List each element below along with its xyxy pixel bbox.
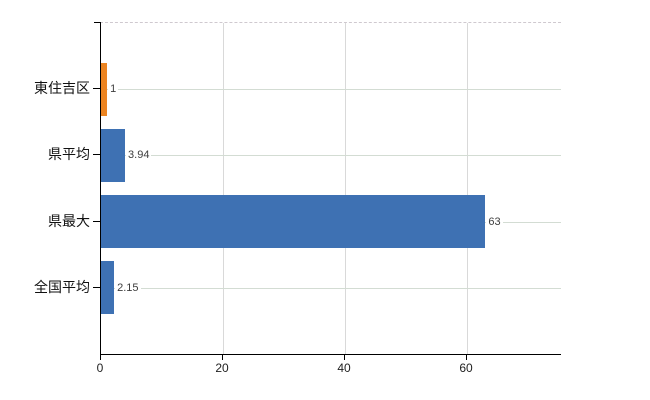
category-label: 県平均 (48, 146, 90, 163)
category-tick (93, 220, 100, 222)
x-axis-tick-label: 0 (96, 361, 104, 375)
bar-series (101, 261, 115, 315)
category-label: 県最大 (48, 212, 90, 229)
x-axis-tick (466, 354, 468, 360)
bar-value-label: 2.15 (115, 280, 141, 295)
category-label: 全国平均 (34, 278, 90, 295)
bar-series (101, 128, 126, 182)
x-axis-tick (222, 354, 224, 360)
category-label: 東住吉区 (34, 80, 90, 97)
vertical-gridline (345, 23, 347, 354)
bar-value-label: 63 (486, 214, 503, 229)
plot-area: 1 3.94 63 2.15 (100, 22, 561, 355)
category-gridline (101, 155, 561, 157)
category-tick (93, 286, 100, 288)
category-gridline (101, 287, 561, 289)
x-axis-tick-label: 40 (337, 361, 351, 375)
category-tick (93, 88, 100, 90)
y-axis-top-tick (94, 22, 101, 23)
vertical-gridline (467, 23, 469, 354)
x-axis-tick (344, 354, 346, 360)
bar-value-label: 1 (108, 82, 119, 97)
x-axis-tick-label: 60 (459, 361, 473, 375)
bar-series (101, 195, 486, 249)
bar-value-label: 3.94 (126, 148, 152, 163)
category-gridline (101, 89, 561, 91)
vertical-gridline (223, 23, 225, 354)
x-axis-tick (100, 354, 101, 360)
bar-highlight (101, 62, 108, 116)
category-tick (93, 154, 100, 156)
x-axis-tick-label: 20 (215, 361, 229, 375)
